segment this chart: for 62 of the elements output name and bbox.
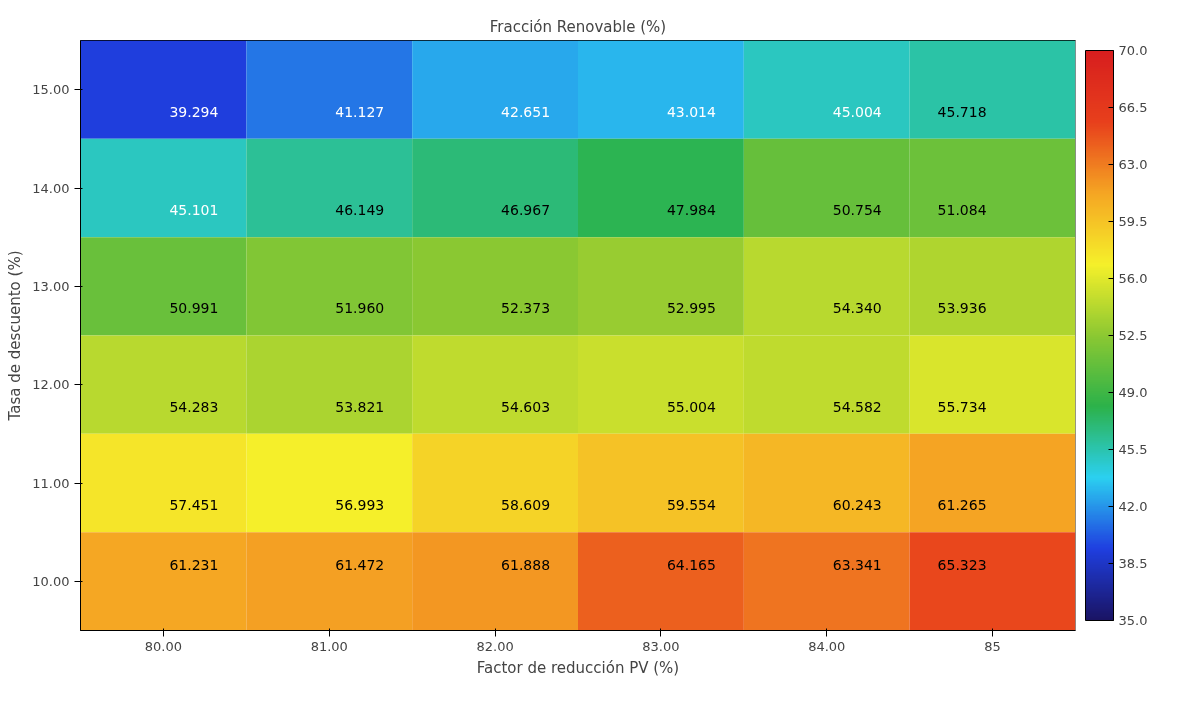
data-label: 45.718 (937, 103, 987, 120)
data-label: 54.340 (832, 300, 882, 317)
chart-title: Fracción Renovable (%) (489, 17, 667, 36)
y-axis-title: Tasa de descuento (%) (6, 250, 25, 422)
x-tick-label: 85 (984, 638, 1001, 654)
data-label: 65.323 (937, 557, 987, 574)
y-tick-label: 15.00 (32, 82, 70, 98)
data-label: 41.127 (335, 103, 385, 120)
x-tick-label: 82.00 (476, 638, 514, 654)
data-label: 46.967 (501, 202, 551, 218)
color-bar-label: 59.5 (1118, 214, 1148, 229)
x-tick-label: 81.00 (310, 638, 348, 654)
data-label: 60.243 (832, 497, 882, 513)
data-label: 63.341 (832, 557, 882, 574)
data-label: 59.554 (666, 497, 716, 513)
data-label: 53.936 (937, 300, 987, 317)
data-label: 58.609 (501, 497, 551, 513)
data-label: 50.991 (169, 300, 219, 317)
color-bar-label: 52.5 (1118, 328, 1148, 343)
y-tick-label: 11.00 (32, 475, 70, 491)
x-axis-title: Factor de reducción PV (%) (476, 658, 680, 677)
data-label: 56.993 (335, 497, 385, 513)
data-label: 47.984 (666, 202, 716, 218)
x-tick-label: 83.00 (642, 638, 680, 654)
data-label: 55.734 (937, 398, 987, 415)
y-tick-label: 13.00 (32, 278, 70, 294)
color-bar-label: 35.0 (1118, 613, 1148, 628)
color-bar-label: 66.5 (1118, 100, 1148, 115)
data-label: 57.451 (169, 497, 219, 513)
color-bar-label: 63.0 (1118, 157, 1148, 172)
data-label: 61.265 (937, 497, 987, 513)
y-tick-label: 12.00 (32, 377, 70, 393)
data-label: 45.004 (832, 103, 882, 120)
data-label: 53.821 (335, 398, 385, 415)
y-tick-label: 14.00 (32, 180, 70, 196)
data-label: 50.754 (832, 202, 882, 218)
data-label: 54.283 (169, 398, 219, 415)
data-label: 43.014 (666, 103, 716, 120)
data-label: 61.472 (335, 557, 385, 574)
data-label: 46.149 (335, 202, 385, 218)
data-label: 42.651 (501, 103, 551, 120)
color-bar-label: 70.0 (1118, 43, 1148, 58)
data-label: 64.165 (666, 557, 716, 574)
data-label: 51.084 (937, 202, 987, 218)
data-label: 61.888 (501, 557, 551, 574)
x-tick-label: 84.00 (808, 638, 846, 654)
color-bar-label: 56.0 (1118, 271, 1148, 286)
data-label: 54.603 (501, 398, 551, 415)
color-bar-label: 45.5 (1118, 442, 1148, 457)
data-label: 39.294 (169, 103, 219, 120)
y-tick-label: 10.00 (32, 573, 70, 589)
color-bar-label: 49.0 (1118, 385, 1148, 400)
data-label: 61.231 (169, 557, 219, 574)
color-bar-label: 42.0 (1118, 499, 1148, 514)
data-label: 51.960 (335, 300, 385, 317)
data-label: 55.004 (666, 398, 716, 415)
data-label: 52.995 (666, 300, 716, 317)
data-label: 52.373 (501, 300, 551, 317)
data-label: 45.101 (169, 202, 219, 218)
x-tick-label: 80.00 (144, 638, 183, 654)
color-bar-label: 38.5 (1118, 556, 1148, 571)
data-label: 54.582 (832, 398, 882, 415)
